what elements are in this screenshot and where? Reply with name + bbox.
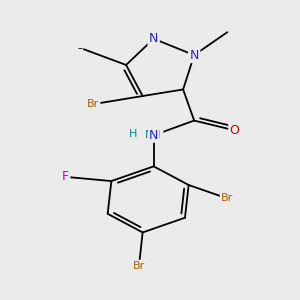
Text: N: N [149, 32, 158, 45]
Text: O: O [230, 124, 240, 137]
Text: N: N [149, 129, 158, 142]
Text: H: H [129, 129, 138, 139]
Text: F: F [62, 170, 69, 183]
Text: N: N [190, 49, 199, 62]
Text: NH: NH [145, 130, 162, 140]
Text: Br: Br [221, 194, 233, 203]
Text: Br: Br [133, 261, 145, 271]
Text: –: – [77, 43, 82, 52]
Text: Br: Br [87, 99, 99, 109]
